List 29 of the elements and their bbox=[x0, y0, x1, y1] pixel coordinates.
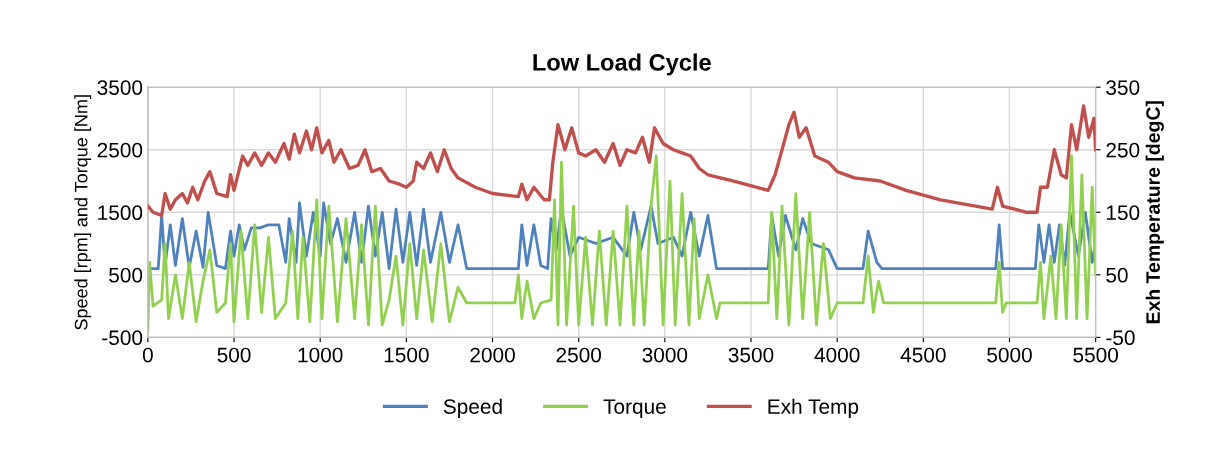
x-tick-label: 1500 bbox=[384, 347, 429, 363]
x-tick-label: 3500 bbox=[728, 347, 774, 363]
x-tick-label: 3000 bbox=[642, 347, 688, 363]
chart-title: Low Load Cycle bbox=[533, 53, 711, 76]
y2-tick-label: 250 bbox=[1106, 142, 1140, 158]
y2-tick-label: 150 bbox=[1106, 205, 1140, 221]
x-tick-label: 5000 bbox=[987, 347, 1032, 363]
legend-label: Speed bbox=[443, 398, 502, 419]
y2-tick-label: -50 bbox=[1106, 330, 1135, 346]
y2-axis-title: Exh Temperature [degC] bbox=[1145, 101, 1164, 324]
x-tick-label: 5500 bbox=[1073, 347, 1119, 363]
x-tick-label: 2000 bbox=[470, 347, 515, 363]
y-tick-label: 1500 bbox=[98, 205, 143, 221]
x-tick-label: 4500 bbox=[900, 347, 946, 363]
legend-label: Exh Temp bbox=[768, 398, 859, 419]
line-series bbox=[147, 104, 1096, 218]
y2-tick-label: 350 bbox=[1106, 80, 1140, 95]
x-tick-label: 500 bbox=[217, 347, 251, 363]
legend-label: Torque bbox=[603, 399, 666, 419]
y-axis-title: Speed [rpm] and Torque [Nm] bbox=[74, 95, 92, 330]
y-tick-label: 3500 bbox=[97, 80, 143, 95]
x-tick-label: 2500 bbox=[556, 347, 602, 363]
x-tick-label: 4000 bbox=[814, 347, 860, 363]
x-tick-label: 1000 bbox=[298, 347, 343, 363]
y-tick-label: -500 bbox=[102, 330, 143, 346]
x-tick-label: 0 bbox=[142, 347, 153, 363]
y2-tick-label: 50 bbox=[1106, 267, 1128, 283]
y-tick-label: 2500 bbox=[97, 142, 143, 158]
y-tick-label: 500 bbox=[109, 267, 143, 283]
